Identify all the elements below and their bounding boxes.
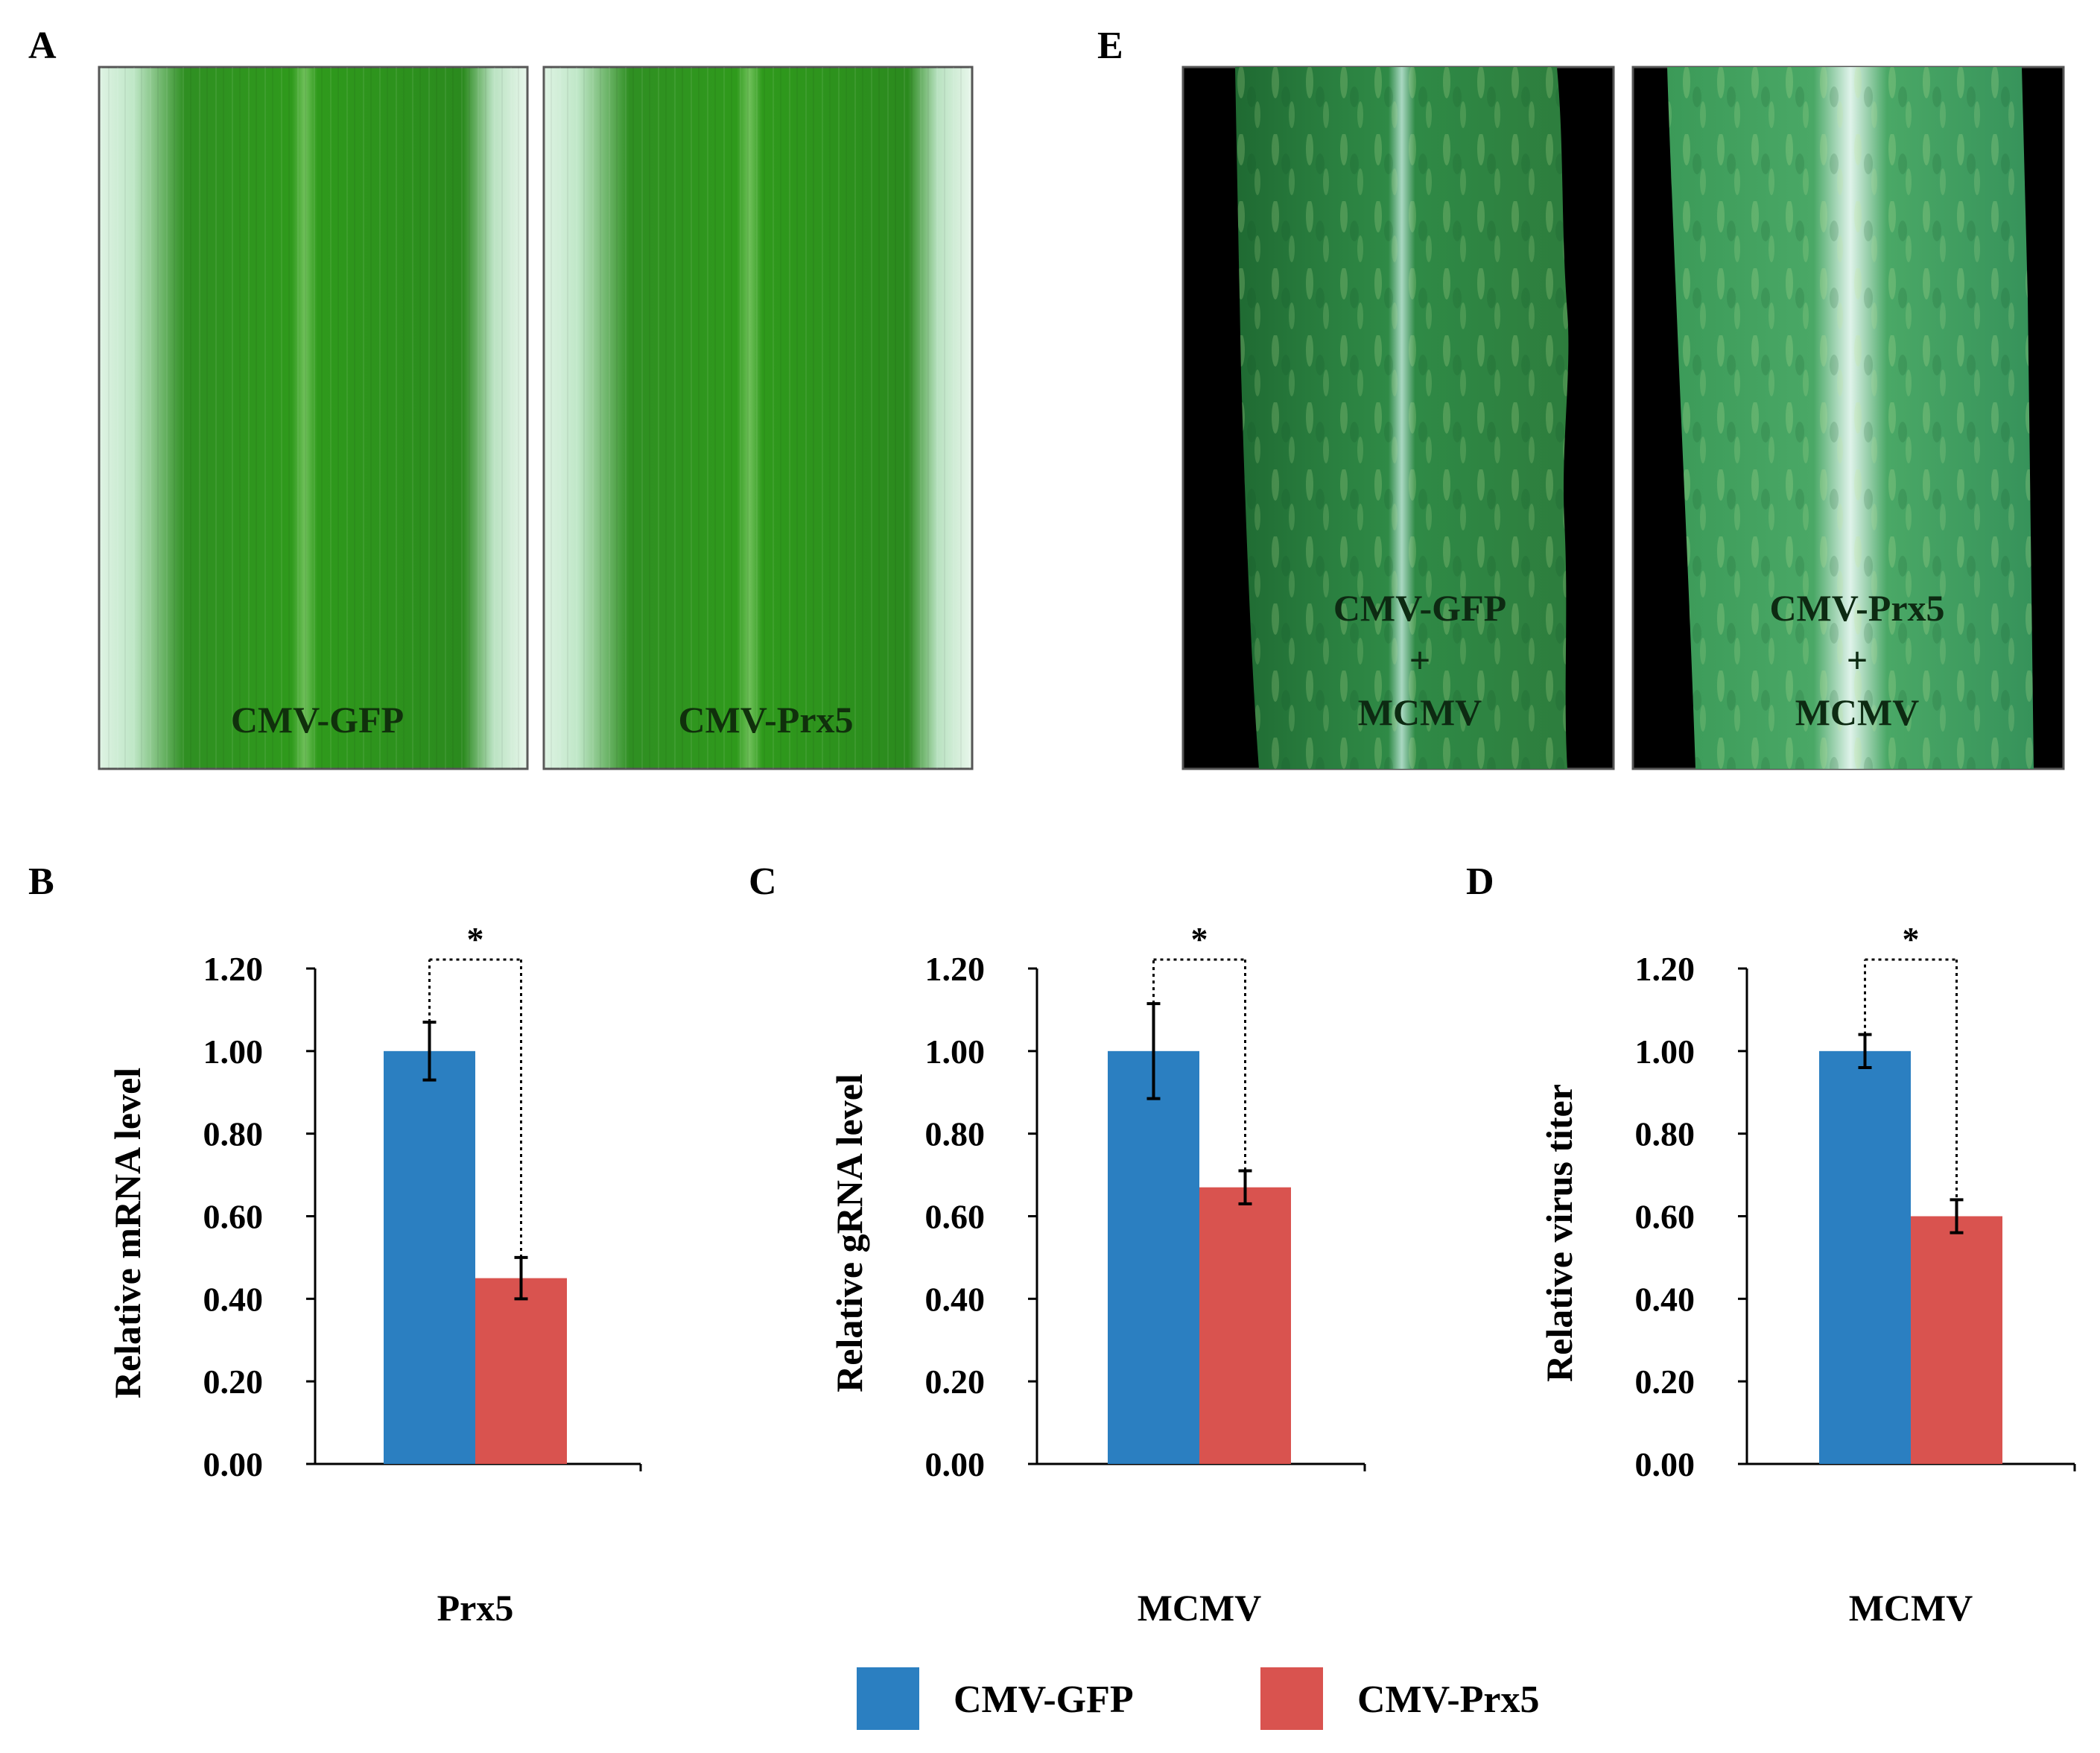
y-tick-label: 0.60	[1635, 1198, 1695, 1236]
y-tick-label: 0.40	[203, 1280, 264, 1318]
y-tick-label: 1.20	[925, 950, 986, 988]
y-tick-label: 1.00	[1635, 1033, 1695, 1071]
chart-panel-b: 0.00 0.20 0.40 0.60 0.80 1.00 1.20 Relative mRN…	[107, 920, 642, 1629]
y-tick-label: 0.60	[203, 1198, 264, 1236]
panel-label-e: E	[1097, 25, 1123, 67]
y-tick-label: 1.20	[1635, 950, 1695, 988]
y-axis-label: Relative mRNA level	[107, 1068, 148, 1398]
y-tick-label: 0.20	[1635, 1363, 1695, 1401]
bar-cmv-gfp	[1108, 1050, 1199, 1464]
significance-star: *	[467, 920, 484, 958]
leaf-photo-label-line2: +	[1409, 639, 1431, 681]
leaf-photo-label-line3: MCMV	[1795, 691, 1920, 733]
bar-cmv-prx5	[1199, 1187, 1291, 1464]
panel-label-c: C	[749, 860, 777, 903]
bar-cmv-gfp	[384, 1050, 475, 1464]
bar-cmv-prx5	[475, 1278, 567, 1464]
leaf-photo-label-line3: MCMV	[1358, 691, 1482, 733]
y-tick-label: 0.40	[925, 1280, 986, 1318]
y-tick-label: 0.20	[203, 1363, 264, 1401]
y-tick-label: 1.00	[203, 1033, 264, 1071]
panel-label-b: B	[28, 860, 54, 903]
y-axis-label: Relative virus titer	[1538, 1084, 1580, 1382]
y-tick-label: 0.80	[1635, 1115, 1695, 1153]
leaf-photo-cmv-prx5: CMV-Prx5	[542, 66, 974, 770]
y-tick-label: 0.00	[925, 1445, 986, 1483]
x-axis-label: MCMV	[1849, 1587, 1973, 1629]
leaf-photo-cmv-gfp: CMV-GFP	[98, 66, 529, 770]
chart-panel-d: 0.00 0.20 0.40 0.60 0.80 1.00 1.20 Relative vir…	[1538, 920, 2076, 1629]
y-tick-label: 0.40	[1635, 1280, 1695, 1318]
significance-star: *	[1191, 920, 1208, 958]
y-tick-label: 0.00	[203, 1445, 264, 1483]
bar-cmv-prx5	[1911, 1216, 2002, 1464]
y-tick-label: 0.00	[1635, 1445, 1695, 1483]
x-axis-label: Prx5	[437, 1587, 514, 1629]
y-tick-label: 0.80	[925, 1115, 986, 1153]
leaf-photo-label-line1: CMV-GFP	[1333, 587, 1506, 629]
y-tick-label: 0.20	[925, 1363, 986, 1401]
legend-label: CMV-GFP	[954, 1678, 1134, 1721]
y-tick-label: 1.00	[925, 1033, 986, 1071]
leaf-photo-prx5-mcmv: CMV-Prx5 + MCMV	[1631, 66, 2065, 770]
legend-swatch-cmv-prx5	[1260, 1667, 1323, 1730]
panel-label-d: D	[1466, 860, 1494, 903]
bar-cmv-gfp	[1819, 1050, 1911, 1464]
leaf-photo-label: CMV-GFP	[231, 699, 404, 741]
legend-label: CMV-Prx5	[1357, 1678, 1540, 1721]
panel-label-a: A	[28, 25, 57, 67]
leaf-photo-label-line1: CMV-Prx5	[1769, 587, 1944, 629]
significance-star: *	[1903, 920, 1920, 958]
y-tick-label: 1.20	[203, 950, 264, 988]
leaf-photo-label: CMV-Prx5	[678, 699, 853, 741]
legend: CMV-GFP CMV-Prx5	[857, 1667, 1540, 1730]
y-tick-label: 0.80	[203, 1115, 264, 1153]
x-axis-label: MCMV	[1138, 1587, 1262, 1629]
legend-swatch-cmv-gfp	[857, 1667, 919, 1730]
y-tick-label: 0.60	[925, 1198, 986, 1236]
chart-panel-c: 0.00 0.20 0.40 0.60 0.80 1.00 1.20 Relative gRN…	[828, 920, 1366, 1629]
leaf-photo-label-line2: +	[1847, 639, 1868, 681]
y-axis-label: Relative gRNA level	[828, 1074, 870, 1392]
leaf-photo-gfp-mcmv: CMV-GFP + MCMV	[1181, 66, 1615, 770]
